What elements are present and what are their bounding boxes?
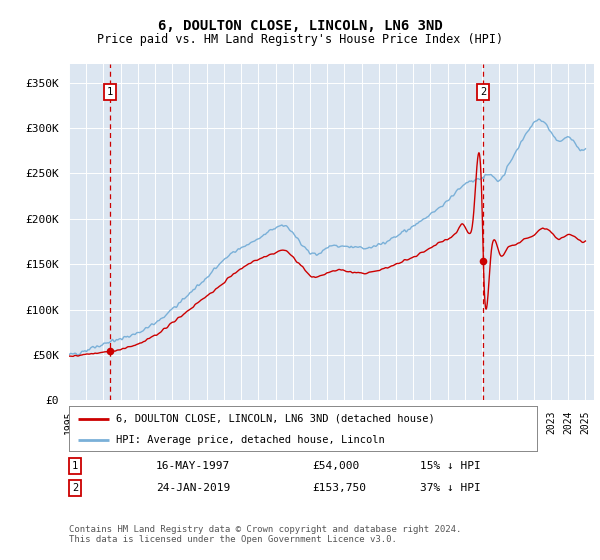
Text: 2: 2	[72, 483, 78, 493]
Text: 1: 1	[107, 87, 113, 97]
Text: 24-JAN-2019: 24-JAN-2019	[156, 483, 230, 493]
Text: 1: 1	[72, 461, 78, 471]
Text: 37% ↓ HPI: 37% ↓ HPI	[420, 483, 481, 493]
Text: £54,000: £54,000	[312, 461, 359, 471]
Text: 15% ↓ HPI: 15% ↓ HPI	[420, 461, 481, 471]
Text: 16-MAY-1997: 16-MAY-1997	[156, 461, 230, 471]
Text: 6, DOULTON CLOSE, LINCOLN, LN6 3ND: 6, DOULTON CLOSE, LINCOLN, LN6 3ND	[158, 20, 442, 34]
Text: £153,750: £153,750	[312, 483, 366, 493]
Text: Price paid vs. HM Land Registry's House Price Index (HPI): Price paid vs. HM Land Registry's House …	[97, 32, 503, 46]
Text: HPI: Average price, detached house, Lincoln: HPI: Average price, detached house, Linc…	[116, 435, 385, 445]
Text: Contains HM Land Registry data © Crown copyright and database right 2024.
This d: Contains HM Land Registry data © Crown c…	[69, 525, 461, 544]
Text: 2: 2	[480, 87, 487, 97]
Text: 6, DOULTON CLOSE, LINCOLN, LN6 3ND (detached house): 6, DOULTON CLOSE, LINCOLN, LN6 3ND (deta…	[116, 413, 434, 423]
